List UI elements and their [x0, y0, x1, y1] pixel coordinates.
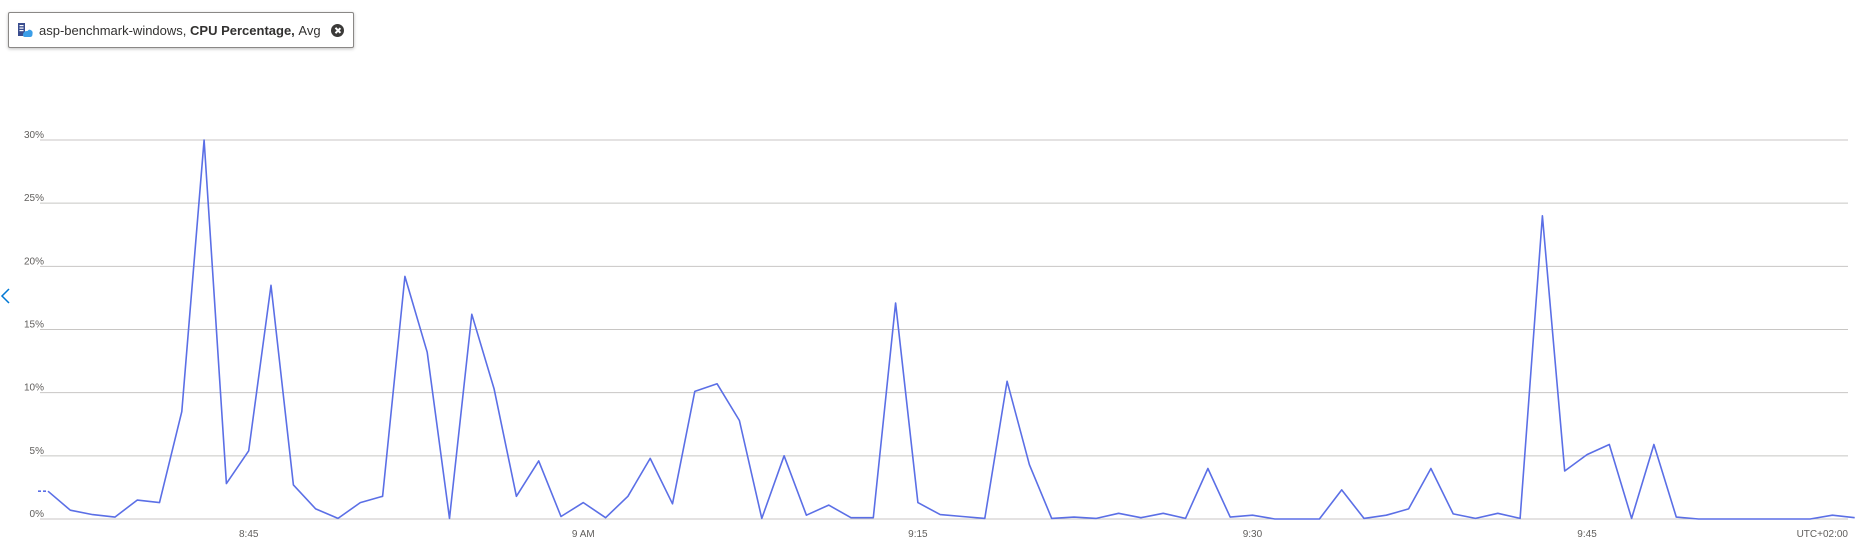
y-tick-label: 30% [24, 130, 44, 141]
grid-layer [40, 139, 1848, 520]
y-axis-ticks: 0% 5% 10% 15% 20% 25% 30% [24, 130, 44, 520]
x-tick-label: 9:30 [1243, 529, 1263, 540]
x-tick-label: 8:45 [239, 529, 259, 540]
metric-name: CPU Percentage, [190, 22, 295, 38]
y-tick-label: 5% [30, 446, 45, 457]
close-circle-icon[interactable] [330, 23, 344, 37]
x-tick-label: 9:45 [1577, 529, 1597, 540]
series-line[interactable] [47, 139, 1855, 520]
x-axis-ticks: 8:45 9 AM 9:15 9:30 9:45 [239, 529, 1597, 540]
x-tick-label: 9:15 [908, 529, 928, 540]
timezone-label: UTC+02:00 [1797, 529, 1849, 540]
x-tick-label: 9 AM [572, 529, 595, 540]
resource-name: asp-benchmark-windows, [39, 22, 187, 38]
app-service-icon [17, 22, 33, 38]
aggregation-name: Avg [298, 22, 321, 38]
y-tick-label: 15% [24, 320, 44, 331]
chevron-left-icon[interactable] [0, 284, 14, 308]
y-tick-label: 10% [24, 383, 44, 394]
y-tick-label: 20% [24, 256, 44, 267]
metric-legend-text: asp-benchmark-windows, CPU Percentage, A… [39, 23, 321, 38]
y-tick-label: 0% [30, 509, 45, 520]
metric-legend-pill[interactable]: asp-benchmark-windows, CPU Percentage, A… [8, 12, 354, 48]
series-layer [38, 139, 1855, 520]
y-tick-label: 25% [24, 193, 44, 204]
